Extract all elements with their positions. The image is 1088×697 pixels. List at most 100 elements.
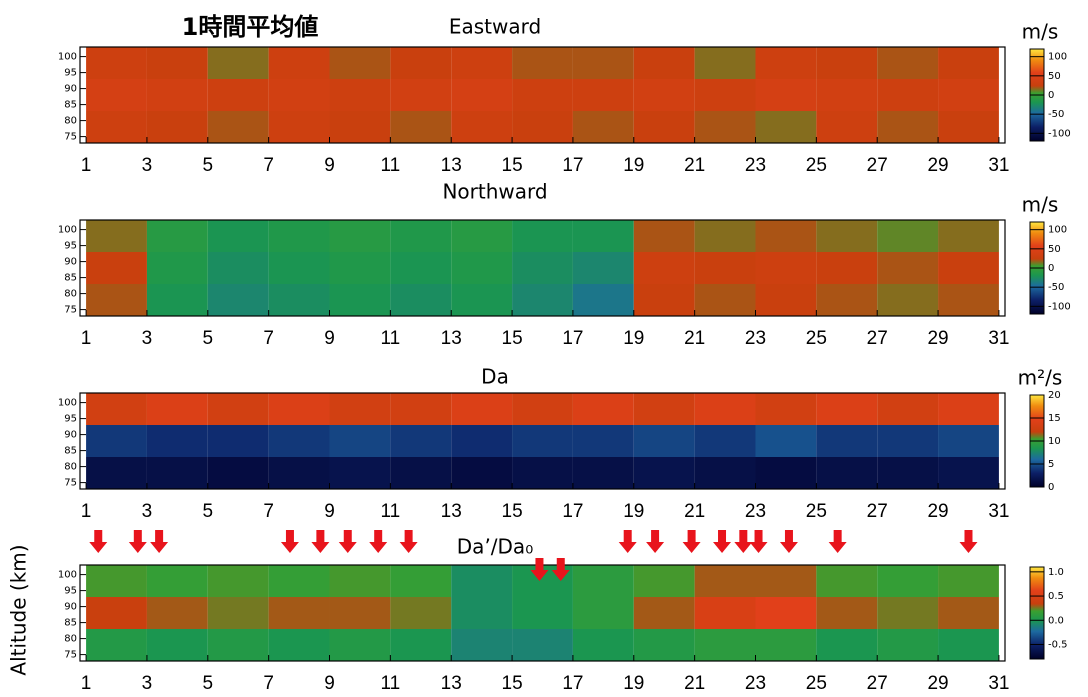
heatmap-cell — [877, 284, 939, 316]
arrow — [89, 530, 108, 553]
heatmap-cell — [146, 597, 208, 629]
arrow — [646, 530, 665, 553]
heatmap-cell — [329, 629, 391, 661]
heatmap-cell — [329, 111, 391, 143]
x-tick-label: 15 — [502, 155, 523, 176]
heatmap-cell — [268, 47, 330, 79]
x-tick-label: 15 — [502, 673, 523, 694]
arrow — [280, 530, 299, 553]
x-tick-label: 11 — [380, 501, 400, 522]
heatmap-cell — [390, 79, 452, 111]
heatmap-cell — [451, 111, 513, 143]
heatmap-cell — [512, 457, 573, 489]
heatmap-cell — [268, 425, 330, 457]
heatmap-cell — [572, 425, 634, 457]
x-tick-label: 27 — [867, 155, 888, 176]
colorbar-tick-label: 0 — [1048, 90, 1054, 101]
heatmap-cell — [694, 252, 756, 284]
x-tick-label: 3 — [142, 501, 153, 522]
heatmap-cell — [86, 79, 147, 111]
colorbar-tick-label: 50 — [1048, 244, 1061, 255]
heatmap-cell — [938, 220, 999, 252]
heatmap-cell — [633, 220, 695, 252]
colorbar-tick-label: -100 — [1048, 128, 1071, 139]
heatmap-cell — [86, 597, 147, 629]
colorbar-tick-label: 10 — [1048, 436, 1061, 447]
x-tick-label: 31 — [988, 328, 1009, 349]
heatmap-cell — [390, 47, 452, 79]
heatmap-cell — [146, 284, 208, 316]
x-tick-label: 1 — [81, 673, 92, 694]
heatmap-cell — [329, 79, 391, 111]
y-tick-label: 100 — [58, 398, 77, 409]
heatmap-cell — [512, 252, 573, 284]
x-tick-label: 29 — [927, 155, 948, 176]
heatmap-cell — [938, 79, 999, 111]
heatmap-cell — [633, 565, 695, 597]
heatmap-cell — [938, 457, 999, 489]
x-tick-label: 25 — [806, 328, 827, 349]
x-tick-label: 9 — [324, 501, 335, 522]
heatmap-cell — [207, 393, 269, 425]
x-tick-label: 9 — [324, 673, 335, 694]
heatmap-cell — [572, 47, 634, 79]
heatmap-cell — [390, 111, 452, 143]
y-tick-label: 75 — [64, 650, 77, 661]
x-tick-label: 31 — [988, 501, 1009, 522]
heatmap-cell — [512, 284, 573, 316]
y-tick-label: 100 — [58, 570, 77, 581]
x-tick-label: 7 — [263, 501, 274, 522]
y-axis-label: Altitude (km) — [7, 544, 31, 675]
heatmap-cell — [633, 79, 695, 111]
x-tick-label: 11 — [380, 328, 400, 349]
heatmap-cell — [512, 220, 573, 252]
heatmap-cell — [877, 425, 939, 457]
heatmap-cell — [86, 629, 147, 661]
x-tick-label: 23 — [745, 501, 766, 522]
arrow — [618, 530, 637, 553]
heatmap-cell — [816, 284, 878, 316]
y-tick-label: 80 — [64, 462, 77, 473]
x-tick-label: 3 — [142, 328, 153, 349]
heatmap-cell — [755, 425, 817, 457]
heatmap-cell — [572, 393, 634, 425]
arrow — [150, 530, 169, 553]
heatmap-cell — [146, 111, 208, 143]
heatmap-cell — [572, 79, 634, 111]
x-tick-label: 5 — [203, 501, 214, 522]
x-tick-label: 11 — [380, 673, 400, 694]
heatmap-cell — [694, 79, 756, 111]
arrow — [399, 530, 418, 553]
heatmap-cell — [512, 79, 573, 111]
heatmap-cell — [633, 425, 695, 457]
heatmap-cell — [86, 252, 147, 284]
heatmap-cell — [755, 565, 817, 597]
arrow — [779, 530, 798, 553]
heatmap-cell — [572, 597, 634, 629]
heatmap-cell — [451, 284, 513, 316]
heatmap-cell — [329, 565, 391, 597]
heatmap-cell — [86, 425, 147, 457]
heatmap-cell — [512, 47, 573, 79]
heatmap-cell — [451, 252, 513, 284]
heatmap-cell — [146, 47, 208, 79]
heatmap-cell — [451, 425, 513, 457]
heatmap-cell — [86, 284, 147, 316]
x-tick-label: 19 — [623, 328, 644, 349]
colorbar-tick-label: 50 — [1048, 71, 1061, 82]
heatmap-cell — [268, 220, 330, 252]
x-tick-label: 21 — [684, 501, 705, 522]
heatmap-cell — [268, 111, 330, 143]
x-tick-label: 23 — [745, 673, 766, 694]
heatmap-cell — [755, 220, 817, 252]
heatmap-cell — [146, 565, 208, 597]
heatmap-cell — [633, 284, 695, 316]
heatmap-cell — [207, 47, 269, 79]
heatmap-cell — [633, 47, 695, 79]
colorbar-tick-label: 5 — [1048, 459, 1054, 470]
arrow — [530, 558, 549, 581]
heatmap-cell — [86, 565, 147, 597]
plot-frame — [79, 46, 1006, 144]
heatmap-cell — [86, 220, 147, 252]
heatmap-cell — [86, 457, 147, 489]
